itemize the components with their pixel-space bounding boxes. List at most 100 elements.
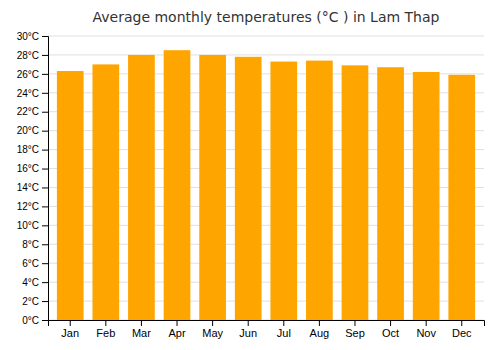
y-tick: 20°C bbox=[17, 125, 48, 136]
x-tick: Aug bbox=[310, 320, 330, 339]
y-tick-mark bbox=[42, 206, 48, 207]
x-tick-mark bbox=[177, 320, 178, 326]
x-tick-mark bbox=[354, 320, 355, 326]
x-tick-label: Sep bbox=[345, 327, 365, 339]
bar bbox=[270, 62, 297, 320]
y-tick-label: 10°C bbox=[17, 220, 39, 231]
y-tick-label: 28°C bbox=[17, 50, 39, 61]
x-tick-label: Apr bbox=[168, 327, 185, 339]
x-tick-label: Jan bbox=[61, 327, 79, 339]
y-tick-mark bbox=[42, 225, 48, 226]
grid-line bbox=[48, 36, 484, 37]
x-tick-label: Dec bbox=[452, 327, 472, 339]
y-tick: 18°C bbox=[17, 144, 48, 155]
x-tick: Oct bbox=[382, 320, 399, 339]
y-tick-mark bbox=[42, 263, 48, 264]
y-tick: 14°C bbox=[17, 182, 48, 193]
x-tick: Jan bbox=[61, 320, 79, 339]
x-tick: May bbox=[202, 320, 223, 339]
x-tick-mark bbox=[319, 320, 320, 326]
y-tick: 2°C bbox=[22, 296, 48, 307]
y-tick-mark bbox=[42, 112, 48, 113]
x-tick-label: May bbox=[202, 327, 223, 339]
y-tick-label: 8°C bbox=[22, 239, 39, 250]
chart: Jan Feb Mar Apr May Jun Jul Aug Sep Oct Nov Dec 0°C 2… bbox=[0, 0, 500, 350]
x-tick-label: Mar bbox=[132, 327, 151, 339]
y-tick: 16°C bbox=[17, 163, 48, 174]
bar bbox=[235, 57, 262, 320]
x-tick-mark bbox=[212, 320, 213, 326]
y-tick-label: 22°C bbox=[17, 106, 39, 117]
y-tick-label: 2°C bbox=[22, 296, 39, 307]
y-tick: 26°C bbox=[17, 69, 48, 80]
x-tick-mark bbox=[283, 320, 284, 326]
x-tick: Nov bbox=[416, 320, 436, 339]
x-tick-label: Jun bbox=[239, 327, 257, 339]
bar bbox=[128, 55, 155, 320]
x-tick-mark bbox=[105, 320, 106, 326]
x-tick: Mar bbox=[132, 320, 151, 339]
y-tick-label: 26°C bbox=[17, 69, 39, 80]
y-tick-label: 6°C bbox=[22, 258, 39, 269]
x-tick-label: Jul bbox=[277, 327, 291, 339]
bar bbox=[342, 65, 369, 320]
y-tick-label: 16°C bbox=[17, 163, 39, 174]
x-tick-mark bbox=[461, 320, 462, 326]
x-tick: Feb bbox=[96, 320, 115, 339]
y-tick: 4°C bbox=[22, 277, 48, 288]
x-tick-label: Aug bbox=[310, 327, 330, 339]
y-tick-label: 18°C bbox=[17, 144, 39, 155]
x-tick-mark bbox=[390, 320, 391, 326]
y-tick: 12°C bbox=[17, 201, 48, 212]
x-tick-label: Nov bbox=[416, 327, 436, 339]
axis-domain bbox=[42, 37, 49, 321]
y-tick: 28°C bbox=[17, 50, 48, 61]
y-tick-mark bbox=[42, 150, 48, 151]
y-tick-label: 24°C bbox=[17, 88, 39, 99]
y-tick-mark bbox=[42, 131, 48, 132]
bar bbox=[57, 71, 84, 320]
y-tick: 24°C bbox=[17, 88, 48, 99]
bar bbox=[377, 67, 404, 320]
y-tick-mark bbox=[42, 169, 48, 170]
y-tick-label: 20°C bbox=[17, 125, 39, 136]
y-tick-mark bbox=[42, 55, 48, 56]
y-tick: 8°C bbox=[22, 239, 48, 250]
x-tick: Jul bbox=[277, 320, 291, 339]
x-tick-label: Oct bbox=[382, 327, 399, 339]
y-tick-label: 12°C bbox=[17, 201, 39, 212]
y-tick-label: 30°C bbox=[17, 31, 39, 42]
y-tick-label: 14°C bbox=[17, 182, 39, 193]
bar bbox=[199, 55, 226, 320]
x-tick: Dec bbox=[452, 320, 472, 339]
x-tick: Apr bbox=[168, 320, 185, 339]
y-tick-mark bbox=[42, 187, 48, 188]
y-tick-label: 4°C bbox=[22, 277, 39, 288]
y-tick: 6°C bbox=[22, 258, 48, 269]
title: Average monthly temperatures (°C ) in La… bbox=[93, 9, 440, 25]
x-tick-label: Feb bbox=[96, 327, 115, 339]
plot-area: Jan Feb Mar Apr May Jun Jul Aug Sep Oct Nov Dec 0°C 2… bbox=[17, 31, 485, 339]
bar bbox=[92, 64, 119, 320]
grid-line bbox=[48, 54, 484, 55]
x-axis: Jan Feb Mar Apr May Jun Jul Aug Sep Oct Nov Dec bbox=[49, 320, 485, 339]
x-tick: Sep bbox=[345, 320, 365, 339]
y-tick: 0°C bbox=[22, 315, 48, 326]
y-tick-mark bbox=[42, 93, 48, 94]
x-tick-mark bbox=[70, 320, 71, 326]
y-tick: 10°C bbox=[17, 220, 48, 231]
y-tick: 22°C bbox=[17, 106, 48, 117]
y-tick-mark bbox=[42, 320, 48, 321]
bar bbox=[448, 75, 475, 320]
grid bbox=[48, 36, 484, 320]
bars bbox=[57, 50, 475, 320]
bar bbox=[413, 72, 440, 320]
axis-domain bbox=[49, 321, 485, 327]
x-tick-mark bbox=[141, 320, 142, 326]
x-tick-mark bbox=[426, 320, 427, 326]
y-tick-label: 0°C bbox=[22, 315, 39, 326]
y-axis: 0°C 2°C 4°C 6°C 8°C 10°C 12°C 14°C 16°C 18°C 20°C 2… bbox=[17, 31, 49, 326]
x-tick: Jun bbox=[239, 320, 257, 339]
x-tick-mark bbox=[248, 320, 249, 326]
y-tick-mark bbox=[42, 244, 48, 245]
